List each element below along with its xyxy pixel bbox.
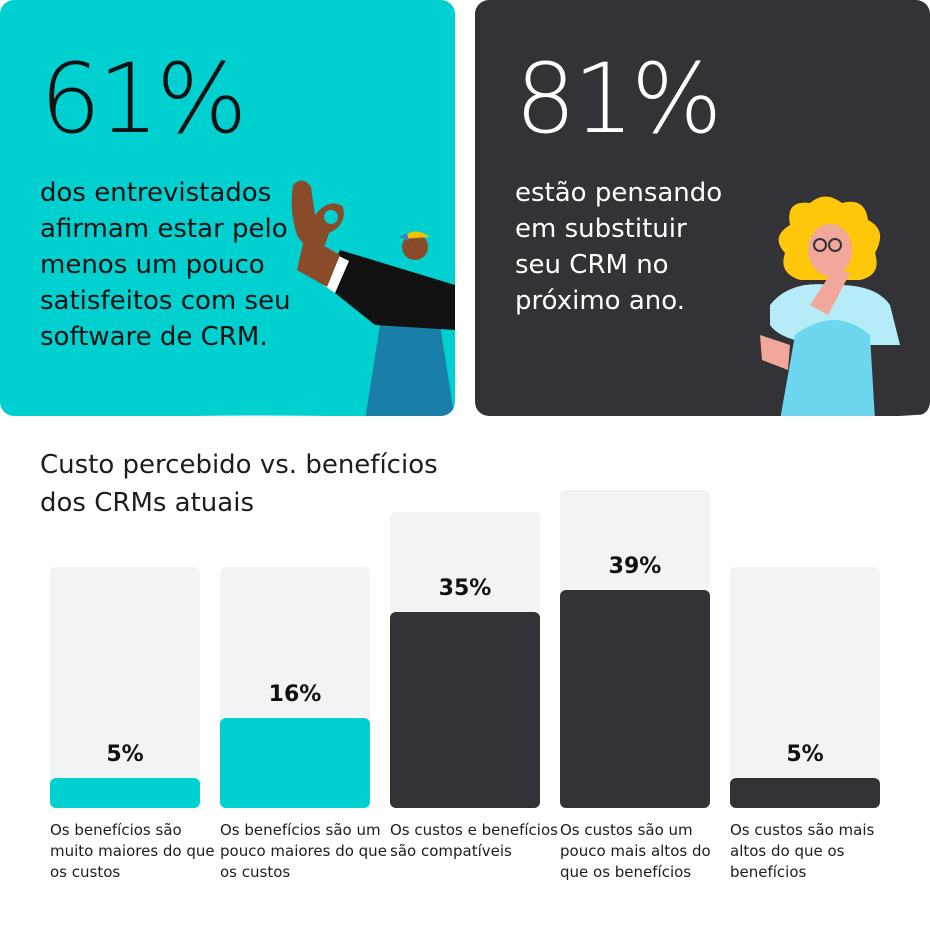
stat-description: estão pensando em substituir seu CRM no …	[515, 178, 723, 316]
bar-value-label: 16%	[268, 682, 322, 708]
bar	[220, 718, 370, 808]
category-label: Os benefícios são um pouco maiores do qu…	[220, 821, 387, 881]
bar-value-label: 39%	[608, 553, 662, 579]
thinking-woman-illustration	[760, 196, 900, 416]
chart-title: Custo percebido vs. benefícios dos CRMs …	[40, 450, 438, 518]
bar	[730, 778, 880, 808]
bar	[390, 612, 540, 808]
bar-value-label: 5%	[786, 742, 824, 767]
bar-value-label: 35%	[438, 576, 492, 601]
category-label: Os custos são um pouco mais altos do que…	[560, 821, 711, 881]
bar	[560, 589, 710, 808]
bar	[50, 778, 200, 808]
wave-divider	[0, 414, 930, 440]
category-label: Os custos são mais altos do que os benef…	[730, 821, 875, 881]
stat-description: dos entrevistados afirmam estar pelo men…	[40, 178, 291, 352]
bar-track	[50, 567, 200, 808]
stat-card-replacing: 81% estão pensando em substituir seu CRM…	[475, 0, 930, 416]
stat-card-satisfied: 61% dos entrevistados afirmam estar pelo…	[0, 0, 455, 416]
stat-value: 81%	[515, 43, 722, 155]
category-label: Os custos e benefícios são compatíveis	[390, 821, 558, 860]
stat-value: 61%	[40, 43, 247, 155]
ok-hand-person-illustration	[291, 180, 455, 416]
category-label: Os benefícios são muito maiores do que o…	[50, 821, 215, 881]
bar-value-label: 5%	[106, 742, 144, 767]
bar-track	[730, 567, 880, 808]
